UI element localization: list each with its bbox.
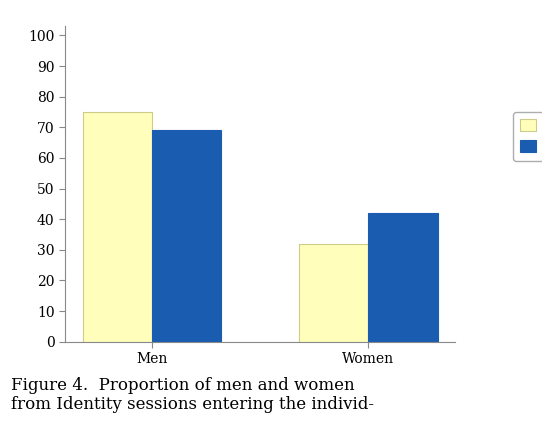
Legend: IT, TT: IT, TT <box>513 112 542 161</box>
Text: Figure 4.  Proportion of men and women
from Identity sessions entering the indiv: Figure 4. Proportion of men and women fr… <box>11 377 374 413</box>
Bar <box>369 213 437 342</box>
Bar <box>83 112 152 342</box>
Bar <box>152 131 221 342</box>
Bar <box>299 244 369 342</box>
